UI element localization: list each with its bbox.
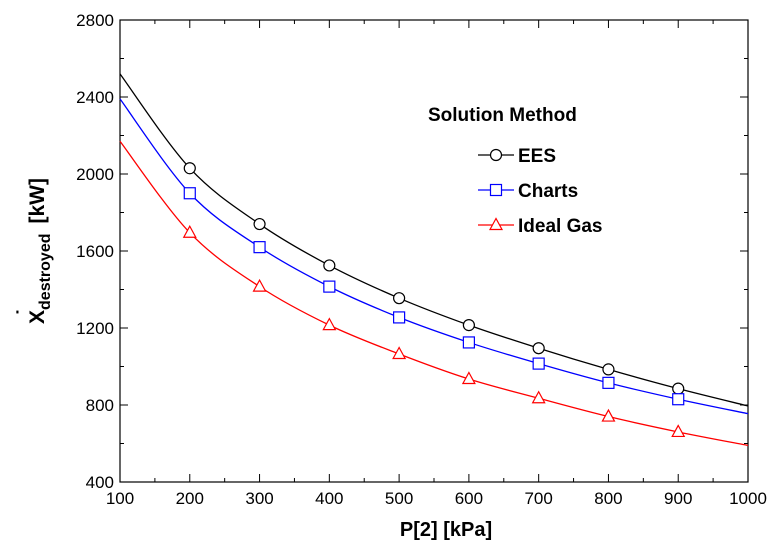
y-tick-label: 2800 — [76, 11, 114, 30]
legend-title: Solution Method — [428, 105, 577, 126]
data-point-ideal-gas — [182, 224, 197, 238]
data-point-charts — [323, 280, 336, 293]
data-point-ees — [602, 363, 615, 376]
data-point-charts — [602, 376, 615, 389]
data-point-ees — [393, 292, 406, 305]
data-point-ideal-gas — [601, 408, 616, 422]
x-tick-label: 800 — [594, 489, 622, 508]
y-tick-label: 1600 — [76, 242, 114, 261]
x-tick-label: 700 — [524, 489, 552, 508]
axes: 100 200 300 400 500 600 700 800 900 1000 400 800 120… — [76, 11, 767, 508]
series-line-ideal-gas — [119, 140, 749, 447]
plot-area — [119, 19, 749, 483]
data-point-charts — [183, 187, 196, 200]
x-tick-label: 600 — [455, 489, 483, 508]
data-point-ideal-gas — [252, 278, 267, 292]
y-tick-label: 1200 — [76, 319, 114, 338]
data-point-ees — [532, 342, 545, 355]
series-line-ees — [119, 73, 749, 407]
legend-item-charts: Charts — [478, 181, 578, 202]
legend-label-ideal-gas: Ideal Gas — [518, 216, 603, 237]
legend-marker-charts — [489, 183, 503, 197]
data-point-charts — [393, 311, 406, 324]
legend-item-ideal-gas: Ideal Gas — [478, 216, 603, 237]
y-axis-base: X — [26, 310, 49, 324]
x-tick-label: 900 — [664, 489, 692, 508]
y-tick-label: 800 — [86, 396, 114, 415]
series-layer — [119, 73, 749, 447]
x-tick-label: 500 — [385, 489, 413, 508]
data-point-ideal-gas — [461, 371, 476, 385]
data-point-ees — [253, 217, 266, 231]
data-point-ideal-gas — [671, 424, 686, 438]
series-charts — [119, 98, 749, 415]
data-point-charts — [462, 336, 475, 349]
y-axis-subscript: destroyed — [37, 234, 54, 310]
data-point-charts — [532, 357, 545, 370]
data-point-ees — [183, 162, 196, 175]
data-point-charts — [253, 241, 266, 254]
x-tick-label: 200 — [176, 489, 204, 508]
series-line-charts — [119, 98, 749, 415]
y-tick-label: 2400 — [76, 88, 114, 107]
legend-item-ees: EES — [478, 146, 556, 167]
y-axis-title: Xdestroyed [kW] ˙ — [14, 178, 54, 324]
y-tick-label: 2000 — [76, 165, 114, 184]
data-point-ideal-gas — [531, 390, 546, 404]
legend-marker-ees — [489, 148, 503, 162]
y-axis-units: [kW] — [26, 178, 49, 224]
series-ees — [119, 73, 749, 407]
data-point-ees — [672, 382, 685, 395]
series-ideal-gas — [119, 140, 749, 447]
data-point-ideal-gas — [392, 346, 407, 360]
x-tick-label: 1000 — [729, 489, 767, 508]
data-point-ees — [462, 319, 475, 332]
data-point-ees — [323, 259, 336, 272]
x-tick-label: 100 — [106, 489, 134, 508]
data-point-ideal-gas — [322, 317, 337, 331]
y-tick-label: 400 — [86, 473, 114, 492]
y-axis-label: Xdestroyed [kW] — [26, 178, 54, 324]
y-axis-accent: ˙ — [14, 308, 37, 315]
legend: Solution Method EES Charts Ideal Gas — [428, 105, 603, 237]
legend-label-ees: EES — [518, 146, 556, 167]
legend-label-charts: Charts — [518, 181, 578, 202]
legend-marker-ideal-gas — [488, 217, 504, 231]
x-tick-label: 400 — [315, 489, 343, 508]
x-axis-title: P[2] [kPa] — [400, 519, 492, 541]
x-tick-label: 300 — [245, 489, 273, 508]
plot-frame — [119, 19, 749, 483]
data-point-charts — [672, 393, 685, 406]
